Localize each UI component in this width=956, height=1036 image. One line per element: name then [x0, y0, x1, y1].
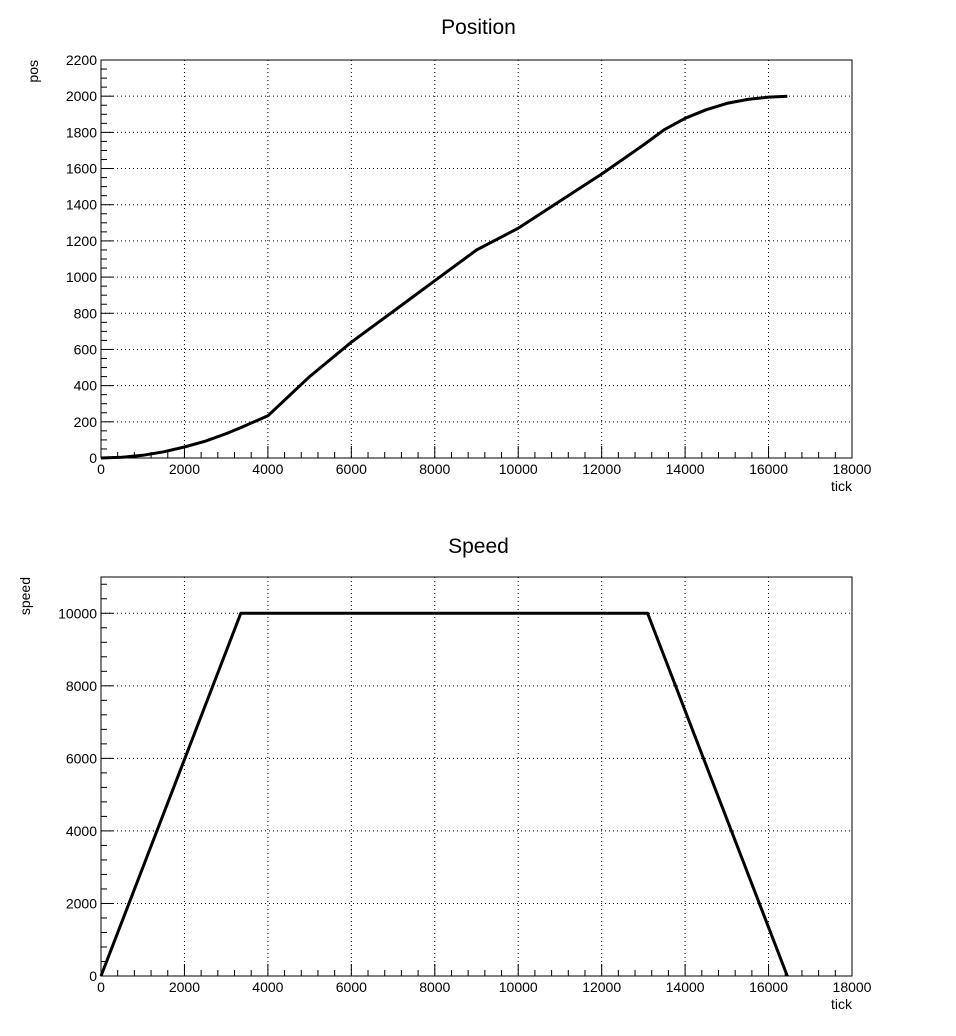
chart-2-x-tick-label: 0 — [97, 979, 105, 995]
chart-2-title: Speed — [448, 535, 509, 558]
chart-1-y-tick-label: 200 — [74, 414, 98, 430]
chart-1-y-tick-label: 0 — [89, 450, 97, 466]
chart-1-x-tick-label: 18000 — [833, 461, 872, 477]
chart-1-y-axis-label: pos — [25, 60, 41, 83]
chart-1-x-tick-label: 2000 — [169, 461, 200, 477]
chart-2-x-tick-label: 10000 — [499, 979, 538, 995]
chart-2-y-tick-label: 10000 — [58, 605, 97, 621]
chart-2-x-tick-label: 12000 — [582, 979, 621, 995]
chart-1-x-tick-label: 12000 — [582, 461, 621, 477]
chart-1-title: Position — [441, 16, 516, 39]
chart-2-y-tick-label: 6000 — [66, 750, 97, 766]
chart-2-x-tick-label: 4000 — [252, 979, 283, 995]
chart-1-frame — [100, 59, 853, 459]
chart-2-y-tick-label: 2000 — [66, 895, 97, 911]
chart-1-x-axis-label: tick — [831, 478, 853, 494]
chart-2-y-axis-label: speed — [17, 577, 33, 615]
chart-2-series-line-1 — [99, 611, 789, 977]
chart-1-y-tick-label: 2000 — [66, 88, 97, 104]
chart-1-y-tick-label: 2200 — [66, 52, 97, 68]
chart-2-y-tick-label: 4000 — [66, 823, 97, 839]
chart-1-x-tick-label: 4000 — [252, 461, 283, 477]
chart-2-x-tick-label: 16000 — [749, 979, 788, 995]
chart-1-x-tick-label: 8000 — [419, 461, 450, 477]
chart-1-x-tick-label: 0 — [97, 461, 105, 477]
chart-1-y-tick-label: 1200 — [66, 233, 97, 249]
chart-1-y-tick-label: 1000 — [66, 269, 97, 285]
chart-1-series-line-1 — [100, 94, 788, 460]
chart-1-y-tick-label: 1800 — [66, 124, 97, 140]
chart-1-y-tick-label: 800 — [74, 305, 98, 321]
chart-1-y-tick-label: 1400 — [66, 197, 97, 213]
chart-2-x-tick-label: 2000 — [169, 979, 200, 995]
chart-1-panel: 0 2000 4000 6000 8000 10000 12000 14000 16000 180… — [25, 16, 872, 494]
chart-1-x-tick-label: 10000 — [499, 461, 538, 477]
chart-1-y-tick-label: 600 — [74, 341, 98, 357]
chart-2-x-tick-label: 8000 — [419, 979, 450, 995]
chart-2-panel: 0 2000 4000 6000 8000 10000 12000 14000 16000 180… — [17, 535, 872, 1012]
chart-2-x-tick-label: 6000 — [336, 979, 367, 995]
chart-2-x-tick-label: 14000 — [666, 979, 705, 995]
chart-1-y-tick-label: 400 — [74, 378, 98, 394]
chart-1-x-tick-label: 16000 — [749, 461, 788, 477]
chart-2-y-tick-label: 8000 — [66, 678, 97, 694]
chart-2-y-tick-label: 0 — [89, 968, 97, 984]
chart-1-x-tick-label: 14000 — [666, 461, 705, 477]
chart-1-x-tick-label: 6000 — [336, 461, 367, 477]
chart-1-y-tick-label: 1600 — [66, 161, 97, 177]
chart-2-x-axis-label: tick — [831, 996, 853, 1012]
chart-2-frame — [100, 576, 853, 977]
chart-2-x-tick-label: 18000 — [833, 979, 872, 995]
